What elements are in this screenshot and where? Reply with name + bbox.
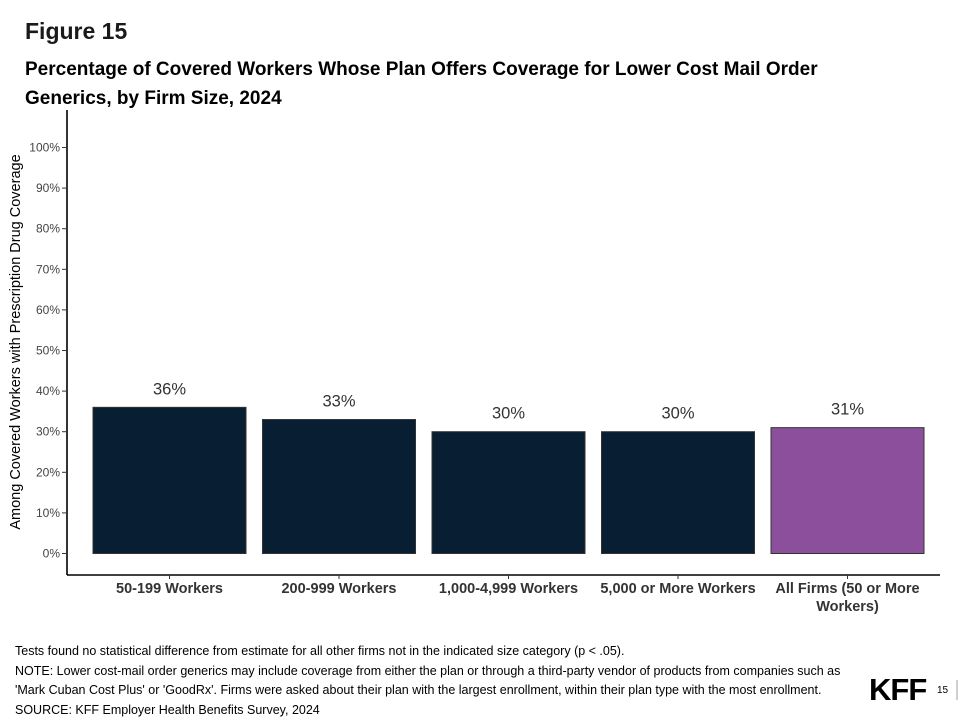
page-number: 15 (937, 685, 949, 696)
x-category-label: 50-199 Workers (116, 581, 223, 597)
bar-chart: 0% 10% 20% 30% 40% 50% 60% 70% 80% 90% 100% Among C… (8, 110, 940, 615)
y-tick-label: 70% (36, 262, 60, 276)
y-tick-label: 0% (43, 547, 61, 561)
y-tick-label: 80% (36, 222, 60, 236)
chart-title: Percentage of Covered Workers Whose Plan… (25, 55, 905, 113)
x-category-label: All Firms (50 or More (775, 581, 919, 597)
bar (262, 419, 416, 554)
data-label: 33% (322, 393, 355, 411)
data-label: 36% (153, 380, 186, 398)
data-label: 31% (831, 401, 864, 419)
y-axis-label: Among Covered Workers with Prescription … (8, 154, 24, 529)
y-tick-label: 30% (36, 425, 60, 439)
x-category-label: 200-999 Workers (281, 581, 396, 597)
chart-notes: Tests found no statistical difference fr… (15, 642, 895, 720)
data-label: 30% (661, 405, 694, 423)
bar (92, 406, 247, 554)
bar (601, 431, 755, 555)
chart-title-line-1: Percentage of Covered Workers Whose Plan… (25, 59, 818, 80)
slide-edge-divider (956, 680, 958, 700)
bar (431, 431, 586, 555)
note-significance: Tests found no statistical difference fr… (15, 644, 625, 658)
y-tick-label: 20% (36, 465, 60, 479)
figure-label: Figure 15 (25, 18, 128, 44)
note-line-2: 'Mark Cuban Cost Plus' or 'GoodRx'. Firm… (15, 683, 822, 697)
kff-logo: KFF (869, 672, 927, 707)
x-category-label: 1,000-4,999 Workers (439, 581, 578, 597)
y-tick-label: 50% (36, 344, 60, 358)
note-line-1: NOTE: Lower cost-mail order generics may… (15, 663, 841, 678)
y-tick-label: 60% (36, 303, 60, 317)
y-tick-label: 40% (36, 384, 60, 398)
chart-title-line-2: Generics, by Firm Size, 2024 (25, 88, 282, 109)
source-note: SOURCE: KFF Employer Health Benefits Sur… (15, 702, 320, 717)
x-category-label: Workers) (816, 599, 879, 615)
data-label: 30% (492, 405, 525, 423)
bar (770, 427, 925, 555)
y-tick-label: 100% (29, 141, 60, 155)
y-tick-label: 90% (36, 181, 60, 195)
x-category-label: 5,000 or More Workers (600, 581, 755, 597)
y-tick-label: 10% (36, 506, 60, 520)
